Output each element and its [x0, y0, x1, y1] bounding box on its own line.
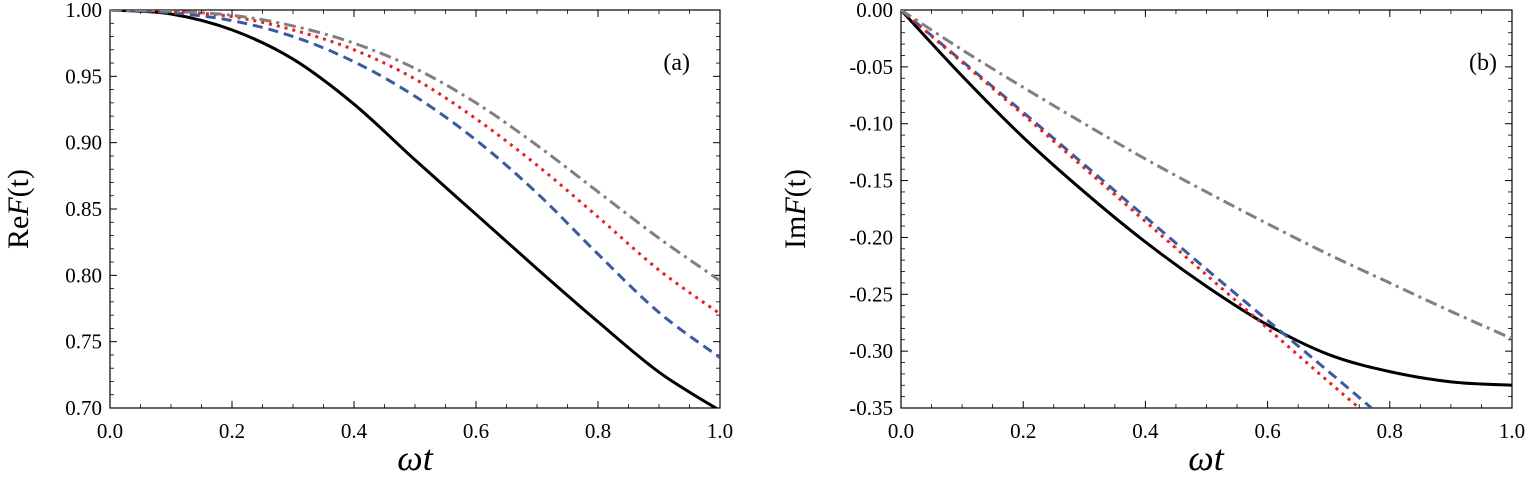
x-tick-label: 0.2 [219, 419, 245, 443]
x-tick-label: 0.4 [341, 419, 368, 443]
series-line-solid [901, 10, 1512, 387]
series-line-solid [110, 10, 719, 408]
x-tick-label: 0.6 [1254, 419, 1280, 443]
y-tick-label: 0.85 [65, 197, 102, 221]
x-tick-label: 0.0 [97, 419, 123, 443]
series-line-dashed [901, 10, 1373, 408]
y-tick-label: -0.10 [849, 112, 893, 136]
y-tick-label: 0.80 [65, 263, 102, 287]
x-tick-label: 1.0 [1499, 419, 1525, 443]
y-tick-label: 1.00 [65, 0, 102, 22]
y-tick-label: -0.05 [849, 55, 893, 79]
x-tick-label: 0.8 [1377, 419, 1403, 443]
x-tick-label: 0.6 [463, 419, 489, 443]
series-line-dash-dot [110, 10, 720, 282]
y-axis-label: ImF(t) [779, 169, 812, 249]
y-tick-label: -0.25 [849, 282, 893, 306]
y-tick-label: 0.75 [65, 330, 102, 354]
y-tick-label: 0.95 [65, 64, 102, 88]
panel-label: (b) [1469, 50, 1497, 76]
y-tick-label: 0.90 [65, 131, 102, 155]
y-tick-label: 0.70 [65, 396, 102, 420]
x-axis-label: ωt [1188, 438, 1224, 478]
panel-a: 0.0 0.2 0.4 0.6 0.8 1.0 0.70 0.75 0.80 0.85 0.90 0.… [2, 0, 733, 478]
y-tick-label: -0.30 [849, 339, 893, 363]
series-line-dotted [901, 10, 1361, 408]
series-line-dash-dot [901, 10, 1512, 340]
y-tick-label: 0.00 [856, 0, 893, 22]
x-tick-label: 0.8 [585, 419, 611, 443]
x-tick-label: 0.4 [1132, 419, 1159, 443]
x-tick-label: 1.0 [707, 419, 733, 443]
series-line-dotted [110, 10, 720, 316]
y-tick-label: -0.20 [849, 225, 893, 249]
y-tick-label: -0.15 [849, 169, 893, 193]
panel-label: (a) [663, 50, 690, 76]
curves [110, 10, 720, 408]
series-line-dashed [110, 10, 720, 359]
y-tick-label: -0.35 [849, 396, 893, 420]
y-axis-label: ReF(t) [2, 169, 35, 249]
x-axis-label: ωt [397, 438, 433, 478]
x-tick-label: 0.2 [1010, 419, 1036, 443]
curves [901, 10, 1512, 408]
panel-b: 0.0 0.2 0.4 0.6 0.8 1.0 -0.35 -0.30 -0.25 -0.20 -0… [779, 0, 1525, 478]
x-tick-label: 0.0 [888, 419, 914, 443]
